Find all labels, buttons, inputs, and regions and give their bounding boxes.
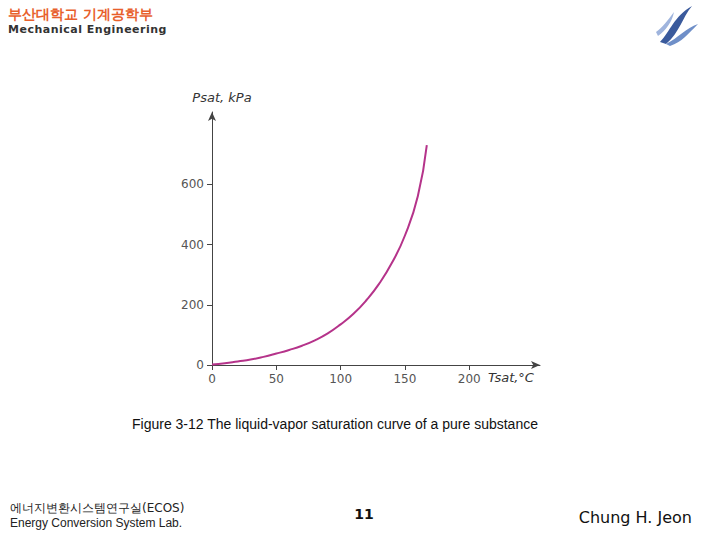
svg-text:200: 200 bbox=[458, 372, 481, 386]
svg-text:100: 100 bbox=[329, 372, 352, 386]
svg-text:Psat, kPa: Psat, kPa bbox=[192, 90, 251, 105]
html-text:Chung H. Jeon: Chung H. Jeon bbox=[578, 508, 692, 527]
html-text:Energy Conversion System Lab.: Energy Conversion System Lab. bbox=[10, 516, 183, 530]
svg-text:200: 200 bbox=[181, 298, 204, 312]
html-text:에너지변환시스템연구실(ECOS): 에너지변환시스템연구실(ECOS) bbox=[10, 501, 185, 515]
svg-text:Tsat,°C: Tsat,°C bbox=[488, 370, 535, 385]
svg-text:600: 600 bbox=[181, 177, 204, 191]
svg-text:400: 400 bbox=[181, 238, 204, 252]
svg-text:0: 0 bbox=[208, 372, 216, 386]
html-text:부산대학교 기계공학부: 부산대학교 기계공학부 bbox=[8, 6, 153, 22]
svg-text:50: 50 bbox=[269, 372, 284, 386]
svg-text:0: 0 bbox=[196, 358, 204, 372]
html-text:11: 11 bbox=[354, 506, 374, 522]
svg-text:150: 150 bbox=[393, 372, 416, 386]
html-text:Figure 3-12 The liquid-vapor s: Figure 3-12 The liquid-vapor saturation … bbox=[132, 416, 538, 432]
html-text:Mechanical Engineering: Mechanical Engineering bbox=[8, 23, 167, 36]
